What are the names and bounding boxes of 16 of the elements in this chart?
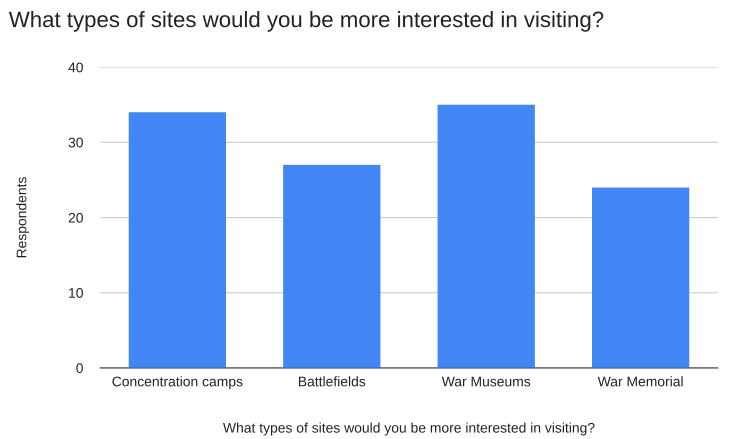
- x-tick-label: Concentration camps: [112, 376, 242, 390]
- y-tick-label: 30: [68, 138, 83, 148]
- chart-title: What types of sites would you be more interested in visiting?: [8, 10, 604, 32]
- bar: [128, 112, 226, 368]
- y-axis-title: Respondents: [16, 177, 30, 258]
- y-tick-label: 20: [68, 212, 83, 223]
- x-axis-title: What types of sites would you be more interested in visiting?: [223, 422, 595, 436]
- x-tick-label: Battlefields: [298, 376, 366, 386]
- x-tick-label: War Memorial: [598, 376, 683, 386]
- y-tick-label: 40: [68, 62, 83, 72]
- y-tick-label: 0: [76, 363, 83, 374]
- bar: [592, 187, 690, 368]
- bar: [438, 104, 535, 368]
- bar: [283, 164, 380, 368]
- x-tick-label: War Museums: [442, 376, 530, 386]
- y-tick-label: 10: [69, 288, 83, 298]
